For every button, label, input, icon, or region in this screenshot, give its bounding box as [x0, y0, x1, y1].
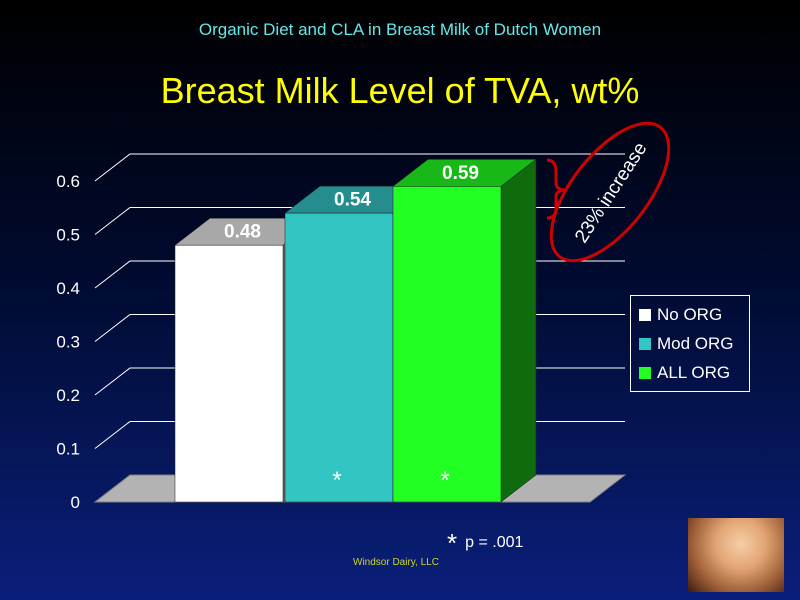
legend-label: ALL ORG	[657, 362, 731, 382]
legend-item-mod-org: Mod ORG	[631, 329, 749, 358]
data-label: 0.48	[224, 222, 261, 243]
data-label: 0.59	[442, 163, 479, 184]
source-credit: Windsor Dairy, LLC	[353, 557, 439, 568]
bar-front	[284, 212, 394, 503]
y-tick-label: 0	[71, 493, 80, 512]
significance-footnote: * p = .001	[447, 528, 523, 559]
y-tick-label: 0.6	[56, 172, 80, 191]
legend-swatch	[639, 337, 651, 350]
y-tick-label: 0.5	[56, 226, 80, 245]
y-tick-label: 0.4	[56, 279, 80, 298]
increase-annotation: 23% increase	[546, 121, 671, 263]
y-tick-label: 0.2	[56, 386, 80, 405]
footnote-star: *	[447, 528, 458, 558]
bars: 0.48 0.54 * 0.59 *	[174, 158, 537, 503]
bar-side	[500, 158, 537, 503]
legend-swatch	[639, 366, 651, 379]
legend-item-no-org: No ORG	[631, 300, 749, 329]
y-tick-label: 0.3	[56, 333, 80, 352]
annotation-text: 23% increase	[571, 139, 651, 247]
bar-all-org: 0.59 *	[392, 158, 537, 503]
chart-legend: No ORG Mod ORG ALL ORG	[630, 295, 750, 392]
y-tick-label: 0.1	[56, 440, 80, 459]
bar-front	[174, 244, 284, 503]
footnote-text: p = .001	[465, 534, 524, 551]
y-axis: 0 0.1 0.2 0.3 0.4 0.5 0.6	[56, 172, 80, 512]
significance-marker: *	[440, 467, 449, 494]
slide-subtitle: Organic Diet and CLA in Breast Milk of D…	[198, 20, 602, 39]
annotation-ellipse	[549, 121, 671, 263]
data-label: 0.54	[334, 190, 371, 211]
chart-title: Breast Milk Level of TVA, wt%	[160, 70, 640, 111]
legend-label: Mod ORG	[657, 333, 734, 353]
bar-front	[392, 186, 502, 503]
legend-swatch	[639, 308, 651, 321]
gridline	[94, 153, 625, 182]
significance-marker: *	[332, 467, 341, 494]
baby-photo	[688, 518, 784, 592]
legend-item-all-org: ALL ORG	[631, 358, 749, 387]
legend-label: No ORG	[657, 304, 723, 324]
